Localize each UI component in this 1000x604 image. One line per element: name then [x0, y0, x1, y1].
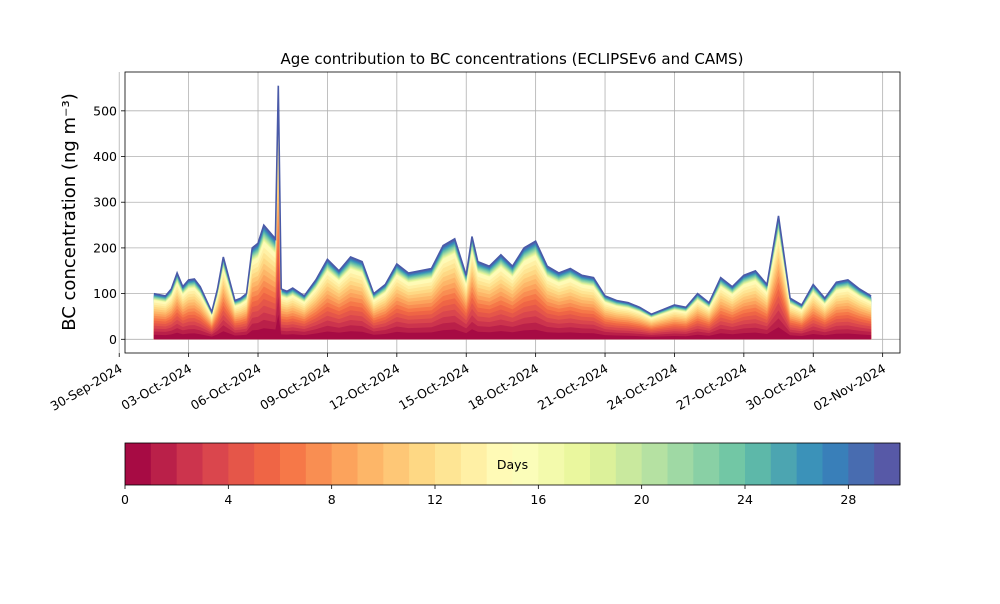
colorbar-segment [693, 443, 720, 485]
y-tick-label: 200 [93, 240, 117, 255]
colorbar-tick-label: 24 [737, 492, 753, 507]
colorbar-segment [125, 443, 152, 485]
y-tick-label: 500 [93, 103, 117, 118]
colorbar-tick-label: 0 [121, 492, 129, 507]
colorbar-segment [254, 443, 281, 485]
colorbar-segment [383, 443, 410, 485]
colorbar-label: Days [497, 457, 528, 472]
x-tick-label: 27-Oct-2024 [674, 361, 750, 413]
total-line [153, 85, 872, 316]
colorbar-tick-label: 4 [224, 492, 232, 507]
colorbar-segment [228, 443, 255, 485]
colorbar-segment [590, 443, 617, 485]
y-tick-label: 300 [93, 195, 117, 210]
colorbar-segment [745, 443, 772, 485]
stacked-areas [153, 85, 872, 340]
colorbar-segment [667, 443, 694, 485]
x-tick-label: 18-Oct-2024 [465, 361, 541, 413]
y-tick-label: 0 [109, 332, 117, 347]
colorbar-segment [150, 443, 178, 485]
colorbar-segment [357, 443, 384, 485]
x-tick-label: 12-Oct-2024 [327, 361, 403, 413]
x-tick-label: 15-Oct-2024 [396, 361, 472, 413]
x-tick-label: 30-Sep-2024 [48, 361, 125, 414]
x-tick-label: 03-Oct-2024 [118, 361, 194, 413]
colorbar-segment [331, 443, 358, 485]
colorbar-segment [822, 443, 849, 485]
plot-frame [124, 71, 901, 354]
colorbar-segment [641, 443, 668, 485]
age-band-area [153, 314, 872, 340]
x-tick-label: 24-Oct-2024 [604, 361, 680, 413]
y-tick-label: 400 [93, 149, 117, 164]
colorbar-segment [435, 443, 462, 485]
colorbar-tick-label: 16 [530, 492, 546, 507]
colorbar-segment [538, 443, 565, 485]
colorbar-segment [796, 443, 823, 485]
age-band-area [153, 264, 872, 340]
colorbar-segment [202, 443, 229, 485]
colorbar-segment [719, 443, 746, 485]
colorbar-segment [874, 443, 901, 485]
colorbar-segment [409, 443, 436, 485]
colorbar-segment [486, 443, 513, 485]
colorbar-segment [176, 443, 203, 485]
colorbar-segment [770, 443, 798, 485]
x-tick-label: 30-Oct-2024 [743, 361, 819, 413]
colorbar-segment [512, 443, 539, 485]
chart-title: Age contribution to BC concentrations (E… [281, 50, 744, 68]
colorbar-segment [460, 443, 488, 485]
colorbar: Days 0 4 8 12 16 20 24 28 [121, 442, 901, 507]
colorbar-segment [305, 443, 333, 485]
colorbar-segment [280, 443, 307, 485]
colorbar-tick-label: 28 [840, 492, 856, 507]
colorbar-segment [848, 443, 875, 485]
x-tick-label: 09-Oct-2024 [257, 361, 333, 413]
x-tick-label: 02-Nov-2024 [811, 361, 889, 414]
colorbar-tick-label: 20 [634, 492, 650, 507]
colorbar-frame [124, 442, 901, 486]
x-tick-label: 21-Oct-2024 [535, 361, 611, 413]
colorbar-tick-label: 8 [328, 492, 336, 507]
colorbar-segment [564, 443, 591, 485]
y-tick-label: 100 [93, 286, 117, 301]
colorbar-segment [615, 443, 643, 485]
y-axis-label: BC concentration (ng m⁻³) [59, 93, 80, 331]
age-band-area [153, 279, 872, 340]
colorbar-tick-label: 12 [427, 492, 443, 507]
x-tick-label: 06-Oct-2024 [188, 361, 264, 413]
age-band-area [153, 249, 872, 340]
age-band-area [153, 296, 872, 340]
